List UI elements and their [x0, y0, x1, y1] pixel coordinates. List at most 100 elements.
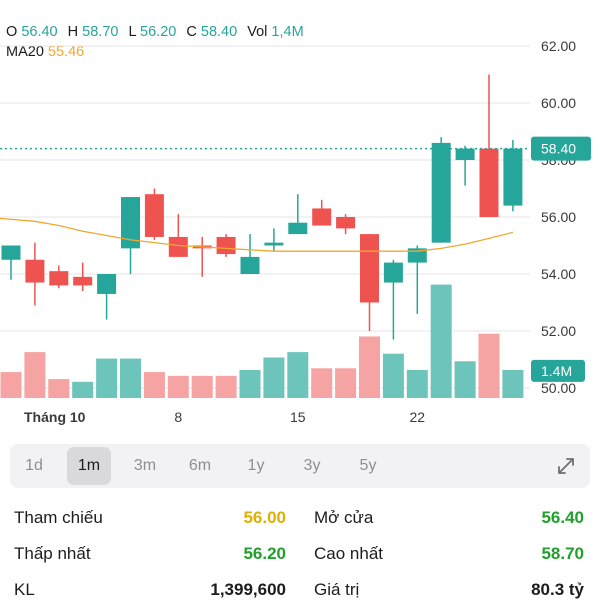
- high-price-row: Cao nhất 58.70: [314, 544, 584, 566]
- candle-body: [168, 236, 188, 257]
- candle-body: [455, 148, 475, 160]
- candle-body: [336, 217, 356, 229]
- volume-bar: [143, 372, 165, 398]
- volume-bar: [335, 368, 357, 398]
- trade-volume-label: KL: [14, 580, 35, 599]
- range-6m-button[interactable]: 6m: [188, 457, 212, 474]
- volume-bar: [96, 358, 118, 398]
- candle-body: [73, 276, 93, 286]
- candle-body: [288, 222, 308, 235]
- range-selector: 1d 1m 3m 6m 1y 3y 5y: [10, 444, 590, 488]
- volume-bar: [430, 284, 452, 398]
- close-key: C: [186, 24, 197, 40]
- low-key: L: [128, 24, 137, 40]
- volume-bar: [48, 379, 70, 398]
- y-tick-label: 62.00: [541, 38, 576, 54]
- candle-body: [240, 256, 260, 274]
- volume-bar: [454, 361, 476, 398]
- price-badge: 58.40: [531, 136, 591, 161]
- y-tick-label: 60.00: [541, 95, 576, 111]
- price-badge-text: 58.40: [541, 141, 576, 157]
- volume-bar: [0, 372, 22, 398]
- y-tick-label: 56.00: [541, 209, 576, 225]
- candle-body: [264, 242, 284, 246]
- volume-bar: [287, 352, 309, 398]
- range-3m-button[interactable]: 3m: [133, 457, 157, 474]
- open-key: O: [6, 24, 18, 40]
- trade-volume-row: KL 1,399,600: [14, 580, 286, 602]
- candle-body: [407, 248, 427, 263]
- high-price-value: 58.70: [541, 544, 584, 563]
- expand-icon[interactable]: [556, 456, 576, 476]
- trade-volume-value: 1,399,600: [210, 580, 286, 599]
- volume-bar: [215, 375, 237, 398]
- volume-key: Vol: [247, 24, 268, 40]
- x-tick-label: 22: [410, 409, 426, 425]
- reference-price-value: 56.00: [243, 508, 286, 527]
- volume-bar: [359, 336, 380, 398]
- x-tick-label: Tháng 10: [24, 409, 86, 425]
- candle-body: [431, 142, 451, 243]
- low-price-label: Thấp nhất: [14, 544, 91, 563]
- open-price-value: 56.40: [541, 508, 584, 527]
- low-price-row: Thấp nhất 56.20: [14, 544, 286, 566]
- trade-value-row: Giá trị 80.3 tỷ: [314, 580, 584, 602]
- x-tick-label: 8: [174, 409, 182, 425]
- candle-body: [144, 194, 164, 237]
- candle-body: [121, 197, 140, 249]
- candle-body: [360, 234, 379, 303]
- candle-body: [49, 271, 69, 286]
- range-5y-button[interactable]: 5y: [359, 457, 377, 474]
- volume-value: 1,4M: [271, 24, 304, 40]
- open-value: 56.40: [21, 24, 58, 40]
- volume-bar: [502, 369, 524, 398]
- volume-bars: [0, 284, 524, 398]
- ohlc-summary: O 56.40 H 58.70 L 56.20 C 58.40 Vol 1,4M: [6, 24, 310, 40]
- volume-bar: [167, 375, 189, 398]
- high-key: H: [67, 24, 79, 40]
- reference-price-label: Tham chiếu: [14, 508, 103, 527]
- volume-bar: [382, 353, 404, 398]
- candle-body: [383, 262, 403, 283]
- volume-badge-text: 1.4M: [541, 363, 572, 379]
- candle-body: [97, 274, 117, 294]
- volume-bar: [239, 369, 261, 398]
- ma-summary: MA20 55.46: [6, 44, 84, 60]
- volume-bar: [478, 333, 500, 398]
- range-1y-button[interactable]: 1y: [247, 457, 265, 474]
- high-price-label: Cao nhất: [314, 544, 383, 563]
- volume-bar: [311, 368, 333, 398]
- range-3y-button[interactable]: 3y: [303, 457, 321, 474]
- range-1d-button[interactable]: 1d: [25, 457, 43, 474]
- trade-value-value: 80.3 tỷ: [531, 580, 584, 599]
- x-tick-label: 15: [290, 409, 306, 425]
- volume-bar: [24, 352, 46, 398]
- volume-bar: [263, 357, 285, 398]
- volume-bar: [406, 369, 428, 398]
- low-value: 56.20: [140, 24, 177, 40]
- low-price-value: 56.20: [243, 544, 286, 563]
- candle-body: [479, 148, 499, 217]
- volume-badge-bg: [531, 359, 585, 382]
- ma-value: 55.46: [47, 44, 85, 60]
- candles: [1, 74, 523, 340]
- trade-value-label: Giá trị: [314, 580, 360, 599]
- y-tick-label: 54.00: [541, 266, 576, 282]
- candle-body: [1, 245, 21, 260]
- close-value: 58.40: [200, 24, 238, 40]
- candle-body: [312, 208, 332, 226]
- ma-key: MA20: [6, 44, 44, 60]
- ma20-line: [0, 217, 514, 252]
- y-tick-label: 50.00: [541, 380, 576, 396]
- range-1m-button[interactable]: 1m: [67, 447, 111, 485]
- open-price-row: Mở cửa 56.40: [314, 508, 584, 530]
- high-value: 58.70: [82, 24, 119, 40]
- candle-body: [25, 259, 45, 283]
- volume-badge: 1.4M: [531, 359, 585, 382]
- price-badge-bg: [531, 136, 591, 161]
- volume-bar: [120, 358, 141, 398]
- volume-bar: [191, 375, 213, 398]
- x-axis-ticks: Tháng 10 8 15 22: [24, 409, 425, 425]
